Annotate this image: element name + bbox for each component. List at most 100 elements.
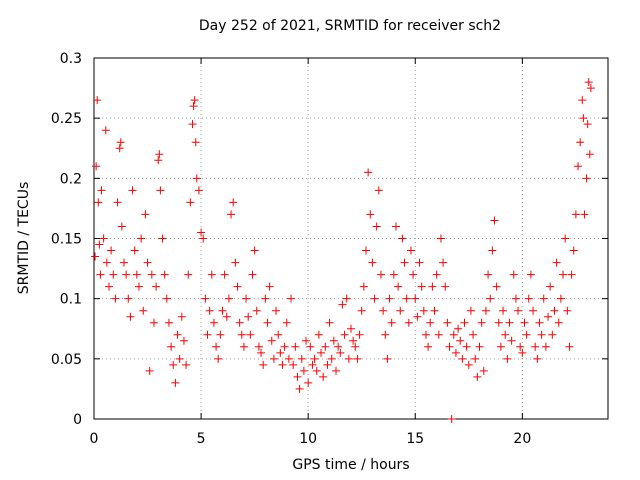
data-point [201,294,210,303]
data-point [432,270,441,279]
data-point [389,270,398,279]
data-point [297,354,306,363]
data-point [374,186,383,195]
data-point [370,294,379,303]
data-point [308,360,317,369]
data-point [579,114,588,123]
y-tick-label: 0.05 [51,352,82,368]
data-point [323,360,332,369]
y-tick-label: 0.3 [60,51,82,67]
data-point [171,378,180,387]
data-point [391,222,400,231]
data-point [220,270,229,279]
data-point [182,360,191,369]
data-point [499,306,508,315]
data-point [250,246,259,255]
data-point [529,306,538,315]
data-point [327,354,336,363]
data-point [254,342,263,351]
data-point [516,342,525,351]
data-point [494,318,503,327]
data-point [116,138,125,147]
data-point [406,246,415,255]
data-point [381,330,390,339]
data-point [475,342,484,351]
data-point [113,198,122,207]
data-point [436,234,445,243]
grid-lines [94,58,608,419]
data-point [156,186,165,195]
data-point [147,270,156,279]
data-point [578,96,587,105]
data-point [507,336,516,345]
data-point [130,246,139,255]
data-point [477,318,486,327]
data-point [111,294,120,303]
data-point [396,306,405,315]
data-point [209,318,218,327]
data-point [115,144,124,153]
data-point [152,282,161,291]
x-tick-label: 10 [299,431,317,447]
axis-ticks: 0 0.05 0.1 0.15 0.2 0.25 0.3 0 5 10 15 20 [51,51,608,447]
data-point [155,150,164,159]
data-point [334,342,343,351]
data-point [325,318,334,327]
data-point [349,336,358,345]
data-point [287,294,296,303]
data-point [190,96,199,105]
data-point [173,330,182,339]
data-point [484,270,493,279]
data-point [177,312,186,321]
data-point [145,366,154,375]
data-points [91,78,595,423]
data-point [109,270,118,279]
data-point [355,330,364,339]
data-point [501,330,510,339]
data-point [154,156,163,165]
data-point [205,306,214,315]
data-point [490,216,499,225]
data-point [368,258,377,267]
data-point [267,336,276,345]
data-point [259,360,268,369]
data-point [533,354,542,363]
data-point [167,342,176,351]
data-point [340,330,349,339]
data-point [430,306,439,315]
data-point [126,312,135,321]
data-point [526,270,535,279]
data-point [419,306,428,315]
data-point [426,318,435,327]
data-point [104,282,113,291]
data-point [186,198,195,207]
data-point [492,282,501,291]
data-point [134,282,143,291]
data-point [449,330,458,339]
data-point [122,270,131,279]
data-point [424,342,433,351]
data-point [192,174,201,183]
data-point [496,342,505,351]
data-point [586,84,595,93]
data-point [400,258,409,267]
data-point [107,246,116,255]
data-point [272,306,281,315]
x-tick-label: 20 [513,431,531,447]
data-point [413,312,422,321]
data-point [96,270,105,279]
data-point [246,330,255,339]
data-point [415,258,424,267]
data-point [409,270,418,279]
data-point [454,324,463,333]
data-point [398,234,407,243]
data-point [447,415,456,423]
data-point [102,258,111,267]
data-point [312,366,321,375]
data-point [402,294,411,303]
data-point [184,270,193,279]
data-point [443,318,452,327]
data-point [252,306,261,315]
data-point [404,318,413,327]
data-point [99,234,108,243]
